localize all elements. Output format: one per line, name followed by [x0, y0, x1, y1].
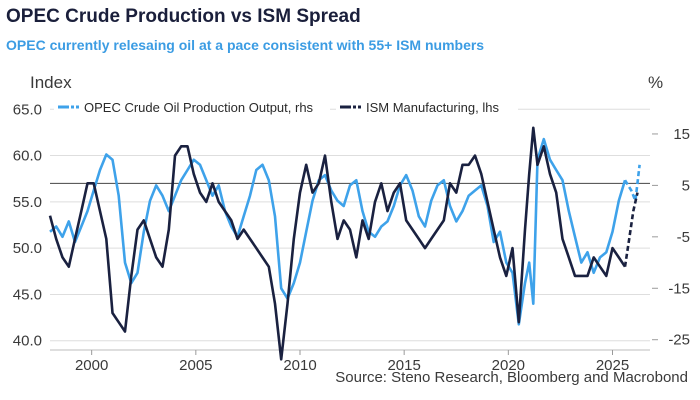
x-tick-label-2015: 2015: [387, 357, 420, 374]
axis-labels: 2000 2005 2010 2015 2020 2025 40.0 45.0 50.0 55.0…: [13, 101, 690, 374]
legend-label-0: OPEC Crude Oil Production Output, rhs: [84, 100, 314, 115]
legend: OPEC Crude Oil Production Output, rhs ISM…: [54, 98, 518, 117]
y-left-tick-label-60: 60.0: [13, 148, 42, 165]
x-tick-label-2000: 2000: [75, 357, 108, 374]
y-left-tick-label-40: 40.0: [13, 333, 42, 350]
series-forecast-0: [623, 164, 641, 202]
y-right-tick-label--5: -5: [677, 229, 690, 246]
y-left-tick-label-55: 55.0: [13, 194, 42, 211]
x-tick-label-2005: 2005: [179, 357, 212, 374]
series-forecast-1: [623, 192, 639, 267]
chart-subtitle: OPEC currently relesaing oil at a pace c…: [6, 37, 485, 53]
y-right-tick-label--25: -25: [668, 332, 690, 349]
y-right-tick-label--15: -15: [668, 280, 690, 297]
y-left-axis-label: Index: [30, 73, 72, 92]
y-right-tick-label-15: 15: [673, 126, 690, 143]
legend-label-1: ISM Manufacturing, lhs: [366, 100, 499, 115]
legend-bg-0: [54, 98, 330, 117]
legend-bg-1: [336, 98, 518, 117]
y-left-tick-label-65: 65.0: [13, 101, 42, 118]
x-tick-label-2010: 2010: [283, 357, 316, 374]
x-tick-label-2020: 2020: [492, 357, 525, 374]
series-line-1: [48, 126, 627, 361]
chart-title: OPEC Crude Production vs ISM Spread: [6, 6, 361, 27]
y-right-axis-label: %: [648, 73, 663, 92]
x-tick-label-2025: 2025: [596, 357, 629, 374]
y-left-tick-label-50: 50.0: [13, 240, 42, 257]
y-right-tick-label-5: 5: [682, 177, 690, 194]
series-line-0: [49, 137, 627, 326]
series-layer: [48, 126, 641, 361]
y-left-tick-label-45: 45.0: [13, 286, 42, 303]
source-note: Source: Steno Research, Bloomberg and Ma…: [335, 369, 688, 386]
